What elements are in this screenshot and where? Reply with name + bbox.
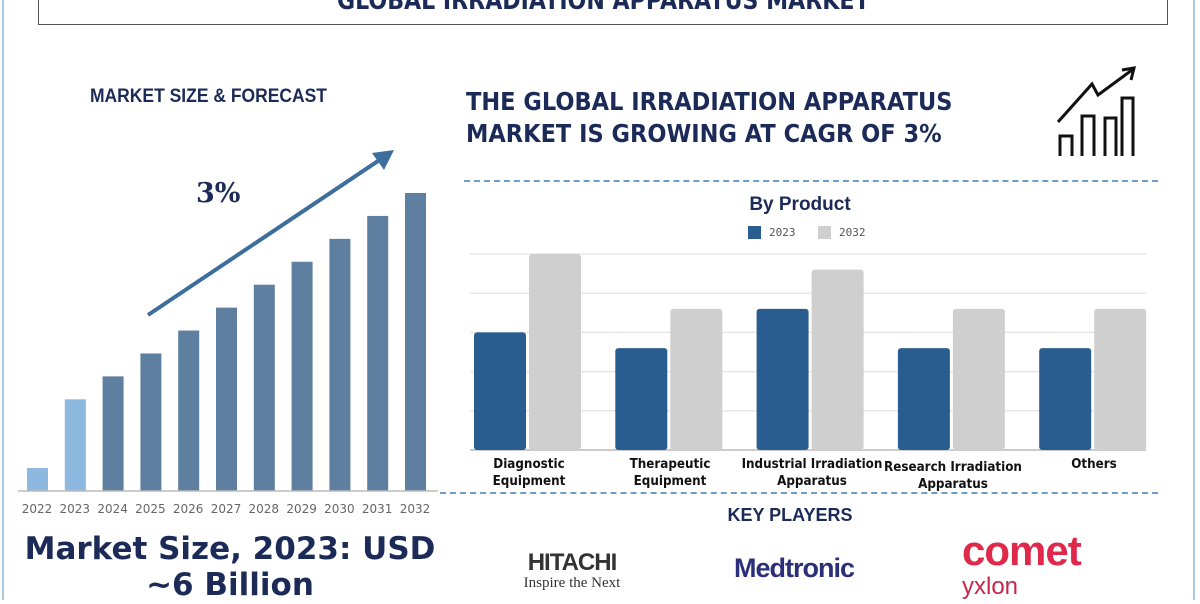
bar-2031 [367, 215, 389, 491]
category-label-line: Apparatus [918, 477, 988, 492]
bar-2029 [291, 261, 313, 491]
category-label-line: Others [1071, 457, 1117, 472]
bar-2032-industrial-irradiation-apparatus [811, 269, 864, 450]
comet-logo: comet yxlon [962, 527, 1082, 600]
x-tick-label: 2024 [97, 502, 128, 516]
title-banner: GLOBAL IRRADIATION APPARATUS MARKET [38, 0, 1168, 25]
page-title: GLOBAL IRRADIATION APPARATUS MARKET [336, 0, 870, 16]
category-label-line: Equipment [633, 474, 707, 489]
bar-2032 [405, 193, 426, 491]
x-tick-label: 2026 [172, 502, 204, 516]
bar-2027 [216, 307, 237, 491]
x-tick-label: 2022 [21, 502, 53, 516]
bar-2026 [178, 330, 200, 491]
legend-swatch [818, 226, 831, 239]
bar-2028 [253, 284, 275, 491]
x-tick-label: 2030 [324, 502, 355, 516]
growth-arrow [146, 150, 394, 317]
bar-2024 [102, 376, 124, 491]
category-label-line: Diagnostic [493, 457, 565, 472]
hitachi-logo: HITACHI Inspire the Next [512, 549, 632, 592]
category-label: Industrial Irradiation Apparatus [724, 456, 899, 490]
hitachi-name: HITACHI [527, 549, 618, 576]
bar-2025 [140, 353, 162, 491]
x-tick-label: 2032 [399, 502, 431, 516]
frame-right [1193, 0, 1195, 600]
x-tick-label: 2029 [286, 502, 317, 516]
market-size-line-2: ~6 Billion [146, 567, 314, 603]
x-tick-label: 2031 [361, 502, 393, 516]
category-label-line: Therapeutic [629, 457, 711, 472]
legend-swatch [748, 226, 761, 239]
category-label: Therapeutic Equipment [583, 456, 758, 490]
legend-label: 2032 [839, 226, 866, 239]
chart-title: By Product [749, 194, 851, 215]
bar-2023-therapeutic-equipment [615, 348, 668, 450]
category-label: Research Irradiation Apparatus [865, 459, 1040, 493]
x-tick-label: 2028 [248, 502, 280, 516]
category-label-line: Equipment [492, 474, 566, 489]
bar-2022 [27, 468, 48, 491]
key-players-title: KEY PLAYERS [727, 505, 853, 525]
headline-line-1: THE GLOBAL IRRADIATION APPARATUS [466, 87, 953, 116]
section-title-market-size: MARKET SIZE & FORECAST [90, 86, 327, 107]
bar-2032-diagnostic-equipment [529, 254, 581, 450]
category-label-line: Industrial Irradiation [741, 457, 883, 472]
category-label-line: Research Irradiation [883, 460, 1022, 475]
growth-chart-icon [1056, 66, 1137, 156]
x-tick-label: 2027 [210, 502, 242, 516]
market-size-line-1: Market Size, 2023: USD [24, 531, 436, 567]
x-tick-label: 2025 [135, 502, 166, 516]
bar-2023-research-irradiation-apparatus [897, 348, 950, 450]
category-label-line: Apparatus [776, 474, 847, 489]
legend-label: 2023 [769, 226, 796, 239]
divider-bottom [440, 492, 1158, 494]
bar-2023-others [1039, 348, 1092, 450]
bar-2023-industrial-irradiation-apparatus [756, 308, 809, 450]
category-label: Diagnostic Equipment [442, 456, 617, 490]
headline-line-2: MARKET IS GROWING AT CAGR OF 3% [466, 119, 942, 148]
cagr-annotation: 3% [196, 178, 241, 209]
medtronic-logo: Medtronic [734, 553, 855, 583]
bar-2023 [64, 399, 86, 491]
category-label: Others [1007, 456, 1182, 473]
bar-2032-others [1094, 308, 1147, 450]
bar-2023-diagnostic-equipment [474, 332, 526, 450]
bar-2030 [329, 238, 351, 491]
divider-top [464, 180, 1158, 182]
legend-item-2032: 2032 [818, 226, 866, 239]
bar-2032-therapeutic-equipment [670, 308, 723, 450]
legend-item-2023: 2023 [748, 226, 796, 239]
bar-2032-research-irradiation-apparatus [952, 308, 1005, 450]
frame-left [2, 0, 4, 600]
comet-name: comet [962, 527, 1082, 574]
x-tick-label: 2023 [59, 502, 91, 516]
hitachi-tagline: Inspire the Next [523, 575, 621, 591]
headline: THE GLOBAL IRRADIATION APPARATUS MARKET … [466, 86, 952, 150]
yxlon-name: yxlon [962, 573, 1019, 600]
